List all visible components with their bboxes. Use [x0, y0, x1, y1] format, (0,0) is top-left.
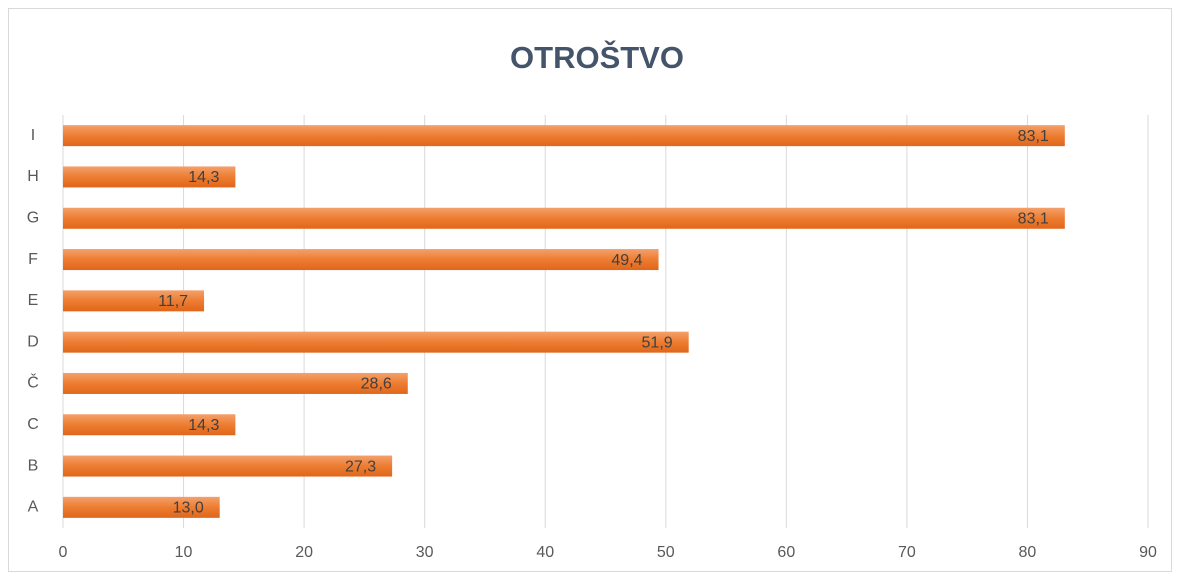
data-label: 83,1	[1018, 128, 1049, 145]
chart-frame	[8, 8, 1172, 572]
y-tick-label: E	[28, 292, 39, 309]
bar	[63, 496, 220, 518]
y-tick-label: B	[28, 457, 39, 474]
bar	[63, 331, 689, 353]
y-tick-label: G	[27, 209, 39, 226]
bar	[63, 125, 1065, 147]
x-tick-label: 0	[59, 544, 68, 561]
x-tick-label: 60	[777, 544, 795, 561]
y-tick-label: F	[28, 251, 38, 268]
y-tick-label: I	[31, 127, 35, 144]
y-tick-label: H	[27, 168, 39, 185]
x-tick-label: 40	[536, 544, 554, 561]
x-tick-label: 20	[295, 544, 313, 561]
y-tick-label: Č	[27, 373, 39, 392]
data-label: 28,6	[361, 376, 392, 393]
x-tick-label: 30	[416, 544, 434, 561]
data-label: 13,0	[173, 500, 204, 517]
data-label: 27,3	[345, 458, 376, 475]
data-label: 14,3	[188, 169, 219, 186]
data-label: 11,7	[158, 293, 188, 310]
bar	[63, 249, 659, 271]
x-tick-label: 10	[175, 544, 193, 561]
x-tick-label: 80	[1019, 544, 1037, 561]
x-tick-label: 90	[1139, 544, 1157, 561]
y-tick-label: A	[28, 499, 39, 516]
chart-title: OTROŠTVO	[510, 39, 684, 75]
bar	[63, 372, 408, 394]
bar	[63, 166, 236, 188]
data-label: 49,4	[611, 252, 642, 269]
bar	[63, 414, 236, 436]
bar	[63, 290, 205, 312]
data-label: 14,3	[188, 417, 219, 434]
data-label: 83,1	[1018, 210, 1049, 227]
bar	[63, 207, 1065, 229]
bar	[63, 455, 393, 477]
data-label: 51,9	[642, 334, 673, 351]
y-tick-label: C	[27, 416, 39, 433]
x-tick-label: 50	[657, 544, 675, 561]
x-tick-label: 70	[898, 544, 916, 561]
y-tick-label: D	[27, 333, 39, 350]
